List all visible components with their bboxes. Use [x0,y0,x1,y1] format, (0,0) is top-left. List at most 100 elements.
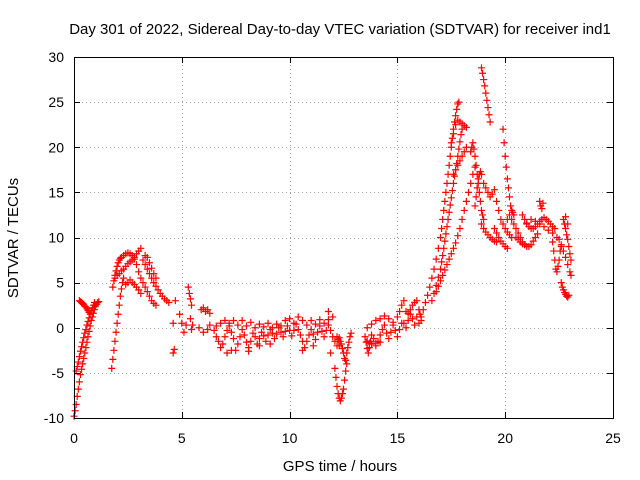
data-point [469,139,477,147]
data-point [230,335,238,343]
data-point [447,139,455,147]
data-point [204,306,212,314]
data-point [299,346,307,354]
data-point [504,184,512,192]
data-point [451,172,459,180]
data-point [527,241,535,249]
data-point [500,139,508,147]
data-point [85,308,93,316]
data-point [495,206,503,214]
data-point [440,206,448,214]
data-point [324,308,332,316]
data-point [430,265,438,273]
data-point [116,292,124,300]
data-point [512,224,520,232]
data-point [506,193,514,201]
data-point [152,282,160,290]
data-point [238,326,246,334]
data-point [447,194,455,202]
data-point [74,385,82,393]
data-point [217,319,225,327]
data-point [195,324,203,332]
data-point [551,224,559,232]
data-point [456,224,464,232]
data-point [404,317,412,325]
data-point [483,96,491,104]
data-point [258,328,266,336]
data-point [86,322,94,330]
data-point [145,259,153,267]
data-point [454,161,462,169]
data-point [470,145,478,153]
grid-lines [74,57,613,418]
y-axis-label: SDTVAR / TECUs [5,178,22,298]
data-point [474,175,482,183]
data-point [345,338,353,346]
data-point [376,331,384,339]
data-point [180,328,188,336]
data-point [372,339,380,347]
data-point [419,306,427,314]
data-point [447,250,455,258]
data-point [471,202,479,210]
data-point [362,338,370,346]
data-point [428,297,436,305]
data-point [182,321,190,329]
data-point [380,312,388,320]
x-tick-label: 15 [390,430,406,446]
data-point [443,261,451,269]
data-point [311,335,319,343]
data-point [199,328,207,336]
data-point [84,333,92,341]
data-point [113,319,121,327]
data-point [536,220,544,228]
data-point [255,335,263,343]
data-point [109,355,117,363]
data-point [327,349,335,357]
data-point [421,298,429,306]
y-tick-label: 30 [48,49,64,65]
data-point [424,291,432,299]
data-point [506,211,514,219]
data-point [108,364,116,372]
data-point [139,279,147,287]
x-tick-label: 10 [282,430,298,446]
data-point [480,179,488,187]
data-point [503,244,511,252]
data-point [445,208,453,216]
data-point [475,188,483,196]
data-point [471,163,479,171]
x-tick-label: 25 [605,430,621,446]
data-point [152,301,160,309]
data-point [443,223,451,231]
y-tick-label: 25 [48,94,64,110]
data-point [290,319,298,327]
data-point [169,349,177,357]
data-point [562,213,570,221]
data-point [567,256,575,264]
data-point [227,346,235,354]
data-point [534,230,542,238]
data-point [112,328,120,336]
data-point [527,215,535,223]
data-point [482,89,490,97]
data-point [135,286,143,294]
data-point [480,215,488,223]
data-point [404,309,412,317]
data-point [344,344,352,352]
data-point [477,220,485,228]
data-point [441,237,449,245]
data-point [503,175,511,183]
data-point [432,288,440,296]
data-point [449,130,457,138]
data-point [368,331,376,339]
data-point [458,152,466,160]
data-point [368,340,376,348]
data-point [486,118,494,126]
data-point [294,313,302,321]
data-point [480,76,488,84]
data-point [555,235,563,243]
data-point [212,322,220,330]
data-point [347,329,355,337]
data-point [71,407,79,415]
